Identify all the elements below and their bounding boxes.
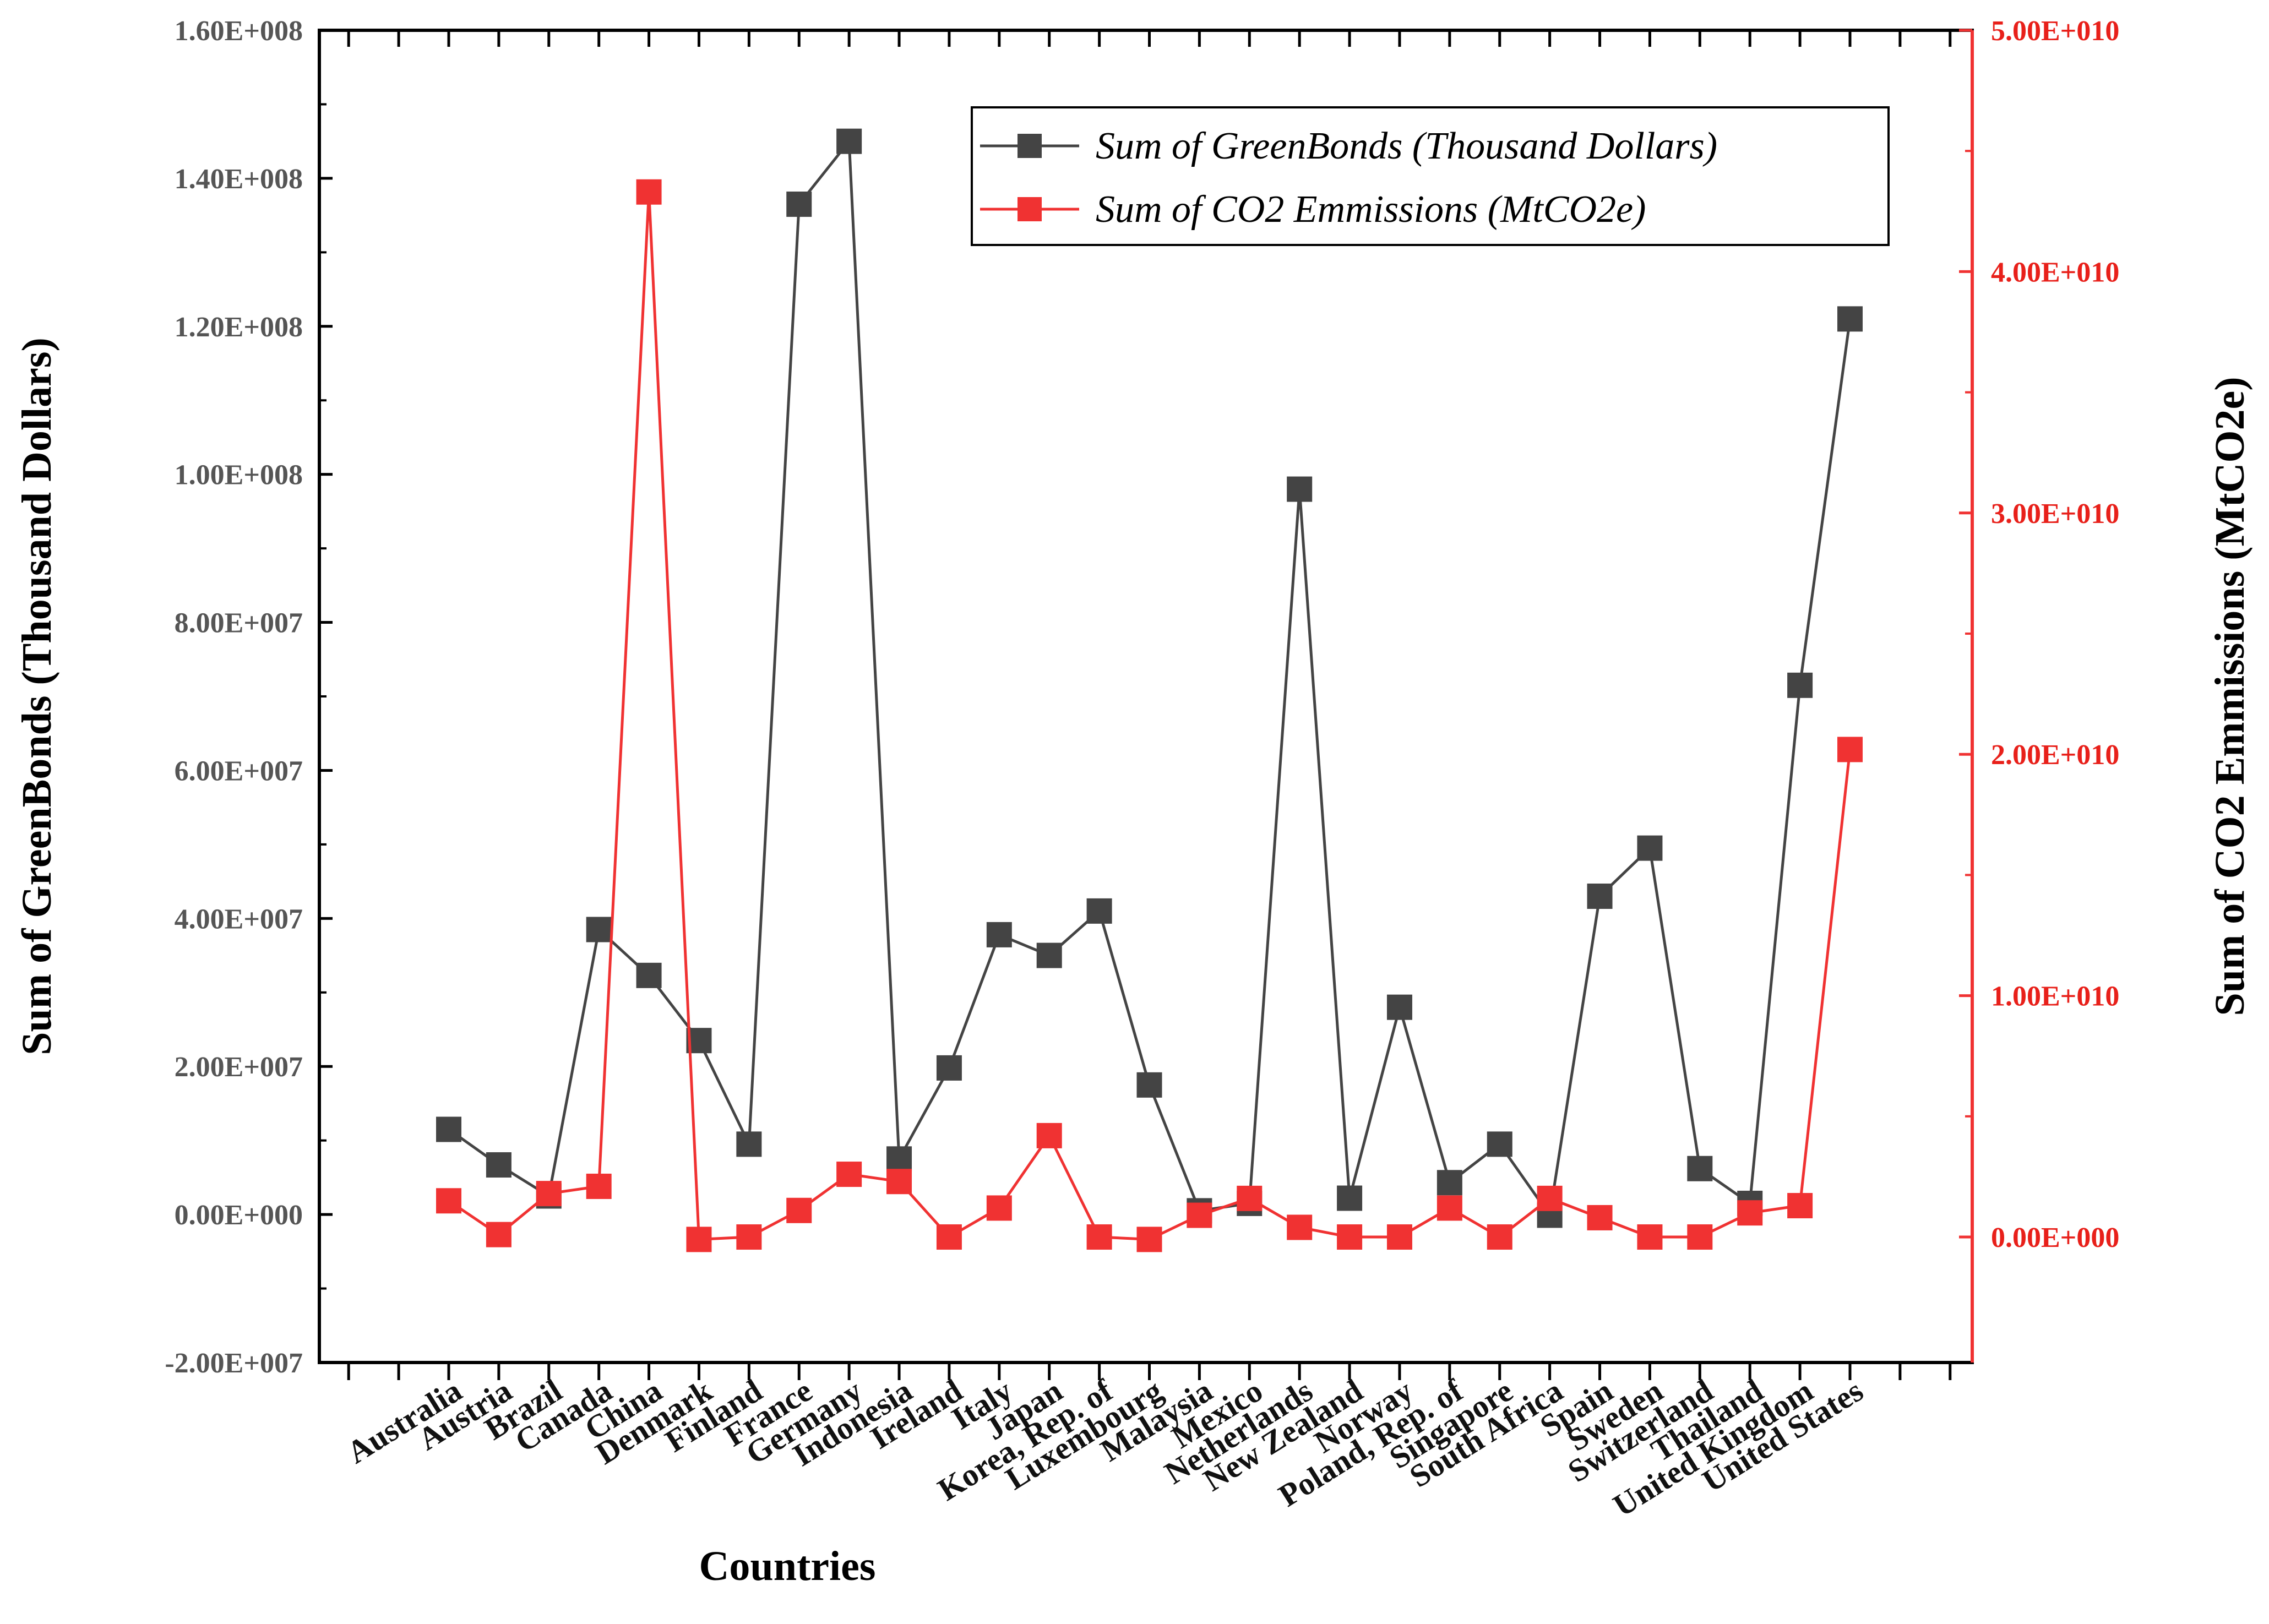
data-point-co2	[1187, 1202, 1212, 1228]
y-tick-label: 4.00E+007	[175, 903, 303, 935]
data-point-greenbonds	[886, 1146, 912, 1172]
y-tick-label: 1.60E+008	[175, 15, 303, 47]
legend-marker-co2	[1017, 197, 1042, 221]
y-tick-label: 6.00E+007	[175, 755, 303, 787]
data-point-greenbonds	[1136, 1072, 1162, 1098]
data-point-greenbonds	[1337, 1185, 1363, 1211]
data-point-co2	[1437, 1195, 1462, 1221]
y-tick-label: -2.00E+007	[165, 1348, 303, 1379]
legend-label-co2: Sum of CO2 Emmissions (MtCO2e)	[1096, 188, 1646, 231]
data-point-greenbonds	[486, 1152, 512, 1178]
data-point-co2	[1537, 1185, 1563, 1211]
data-point-greenbonds	[436, 1116, 461, 1142]
data-point-greenbonds	[1637, 835, 1663, 861]
data-point-co2	[1787, 1193, 1813, 1219]
data-point-greenbonds	[1437, 1170, 1462, 1196]
data-point-co2	[936, 1224, 962, 1250]
data-point-co2	[1036, 1122, 1062, 1148]
data-point-greenbonds	[786, 191, 812, 217]
data-point-greenbonds	[986, 922, 1012, 947]
y-tick-label: 1.20E+008	[175, 312, 303, 343]
x-axis-title: Countries	[699, 1543, 876, 1589]
data-point-greenbonds	[1787, 672, 1813, 698]
y2-axis-title: Sum of CO2 Emmissions (MtCO2e)	[2207, 377, 2253, 1016]
data-point-greenbonds	[1086, 898, 1112, 924]
legend: Sum of GreenBonds (Thousand Dollars) Sum…	[971, 106, 1890, 246]
y-tick-label: 0.00E+000	[175, 1200, 303, 1231]
y2-tick-label: 4.00E+010	[1991, 257, 2119, 288]
data-point-greenbonds	[636, 962, 662, 988]
data-point-co2	[1637, 1224, 1663, 1250]
y2-tick-label: 0.00E+000	[1991, 1222, 2119, 1254]
data-point-co2	[586, 1173, 612, 1199]
data-point-co2	[686, 1227, 712, 1252]
data-point-greenbonds	[586, 917, 612, 942]
y2-tick-label: 1.00E+010	[1991, 981, 2119, 1012]
legend-marker-greenbonds	[1017, 134, 1042, 158]
data-point-co2	[1487, 1224, 1512, 1250]
data-point-greenbonds	[1837, 306, 1863, 332]
data-point-greenbonds	[1687, 1156, 1713, 1181]
data-point-co2	[736, 1224, 762, 1250]
data-point-co2	[786, 1197, 812, 1223]
data-point-co2	[436, 1188, 461, 1214]
data-point-greenbonds	[936, 1055, 962, 1081]
data-point-co2	[636, 179, 662, 205]
data-point-co2	[836, 1162, 862, 1187]
data-point-co2	[1287, 1214, 1313, 1240]
y-tick-label: 1.00E+008	[175, 460, 303, 491]
data-point-co2	[486, 1222, 512, 1247]
y-axis-title: Sum of GreenBonds (Thousand Dollars)	[14, 337, 60, 1055]
data-point-greenbonds	[1587, 884, 1613, 909]
data-point-co2	[1737, 1200, 1763, 1226]
data-point-co2	[886, 1169, 912, 1195]
data-point-greenbonds	[836, 128, 862, 154]
y2-tick-label: 3.00E+010	[1991, 498, 2119, 530]
data-point-co2	[1386, 1224, 1412, 1250]
data-point-co2	[1587, 1205, 1613, 1230]
data-point-co2	[1136, 1227, 1162, 1252]
data-point-greenbonds	[736, 1131, 762, 1157]
data-point-co2	[1687, 1224, 1713, 1250]
y2-tick-label: 5.00E+010	[1991, 15, 2119, 47]
legend-label-greenbonds: Sum of GreenBonds (Thousand Dollars)	[1096, 125, 1717, 167]
data-point-greenbonds	[1036, 942, 1062, 968]
data-point-co2	[1337, 1224, 1363, 1250]
data-point-greenbonds	[1386, 994, 1412, 1020]
data-point-co2	[1237, 1185, 1263, 1211]
y-tick-label: 8.00E+007	[175, 608, 303, 639]
data-point-co2	[1086, 1224, 1112, 1250]
data-point-greenbonds	[1287, 476, 1313, 502]
y-tick-label: 1.40E+008	[175, 164, 303, 195]
data-point-greenbonds	[1487, 1131, 1512, 1157]
data-point-co2	[986, 1195, 1012, 1221]
y2-tick-label: 2.00E+010	[1991, 739, 2119, 771]
y-tick-label: 2.00E+007	[175, 1051, 303, 1083]
data-point-co2	[536, 1181, 562, 1207]
data-point-co2	[1837, 737, 1863, 762]
legend-box	[971, 106, 1890, 246]
